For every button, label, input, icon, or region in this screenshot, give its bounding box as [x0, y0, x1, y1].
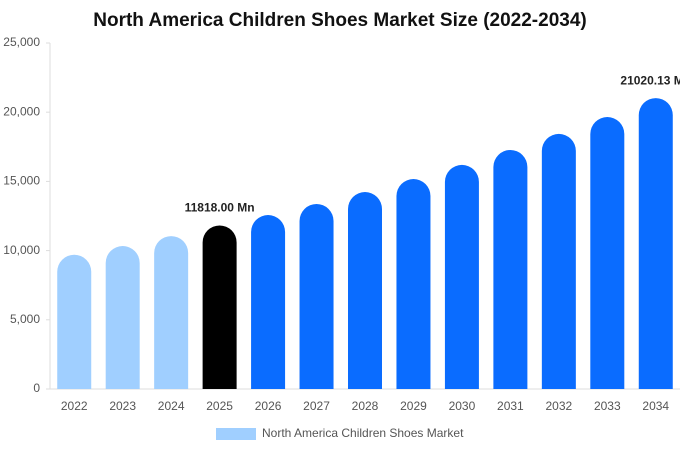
x-tick-label: 2034: [642, 399, 669, 413]
x-tick-label: 2028: [352, 399, 379, 413]
bar: [251, 215, 286, 389]
bar: [154, 236, 189, 389]
bar: [299, 203, 334, 389]
bar: [590, 117, 625, 389]
x-tick-label: 2029: [400, 399, 427, 413]
x-tick-label: 2032: [545, 399, 572, 413]
x-tick-label: 2027: [303, 399, 330, 413]
bar: [493, 149, 528, 389]
legend-swatch: [216, 428, 256, 440]
y-tick-label: 15,000: [3, 174, 40, 188]
value-label: 11818.00 Mn: [185, 201, 255, 215]
bar: [638, 98, 673, 390]
x-tick-label: 2030: [449, 399, 476, 413]
y-tick-label: 0: [33, 381, 40, 395]
y-tick-label: 10,000: [3, 243, 40, 257]
x-tick-label: 2024: [158, 399, 185, 413]
x-tick-label: 2025: [206, 399, 233, 413]
x-tick-label: 2022: [61, 399, 88, 413]
bar: [541, 133, 576, 389]
y-tick-label: 5,000: [10, 312, 40, 326]
x-tick-label: 2031: [497, 399, 524, 413]
bar: [105, 246, 140, 389]
value-label: 21020.13 Mn: [620, 73, 680, 87]
bar: [202, 225, 237, 389]
legend-label: North America Children Shoes Market: [262, 426, 464, 440]
x-tick-label: 2033: [594, 399, 621, 413]
bar: [57, 254, 92, 389]
x-tick-label: 2023: [109, 399, 136, 413]
chart-title: North America Children Shoes Market Size…: [93, 10, 586, 31]
y-tick-label: 20,000: [3, 104, 40, 118]
bar: [348, 192, 382, 389]
bar: [396, 179, 431, 389]
x-tick-label: 2026: [255, 399, 282, 413]
bar: [444, 164, 479, 389]
y-tick-label: 25,000: [3, 35, 40, 49]
